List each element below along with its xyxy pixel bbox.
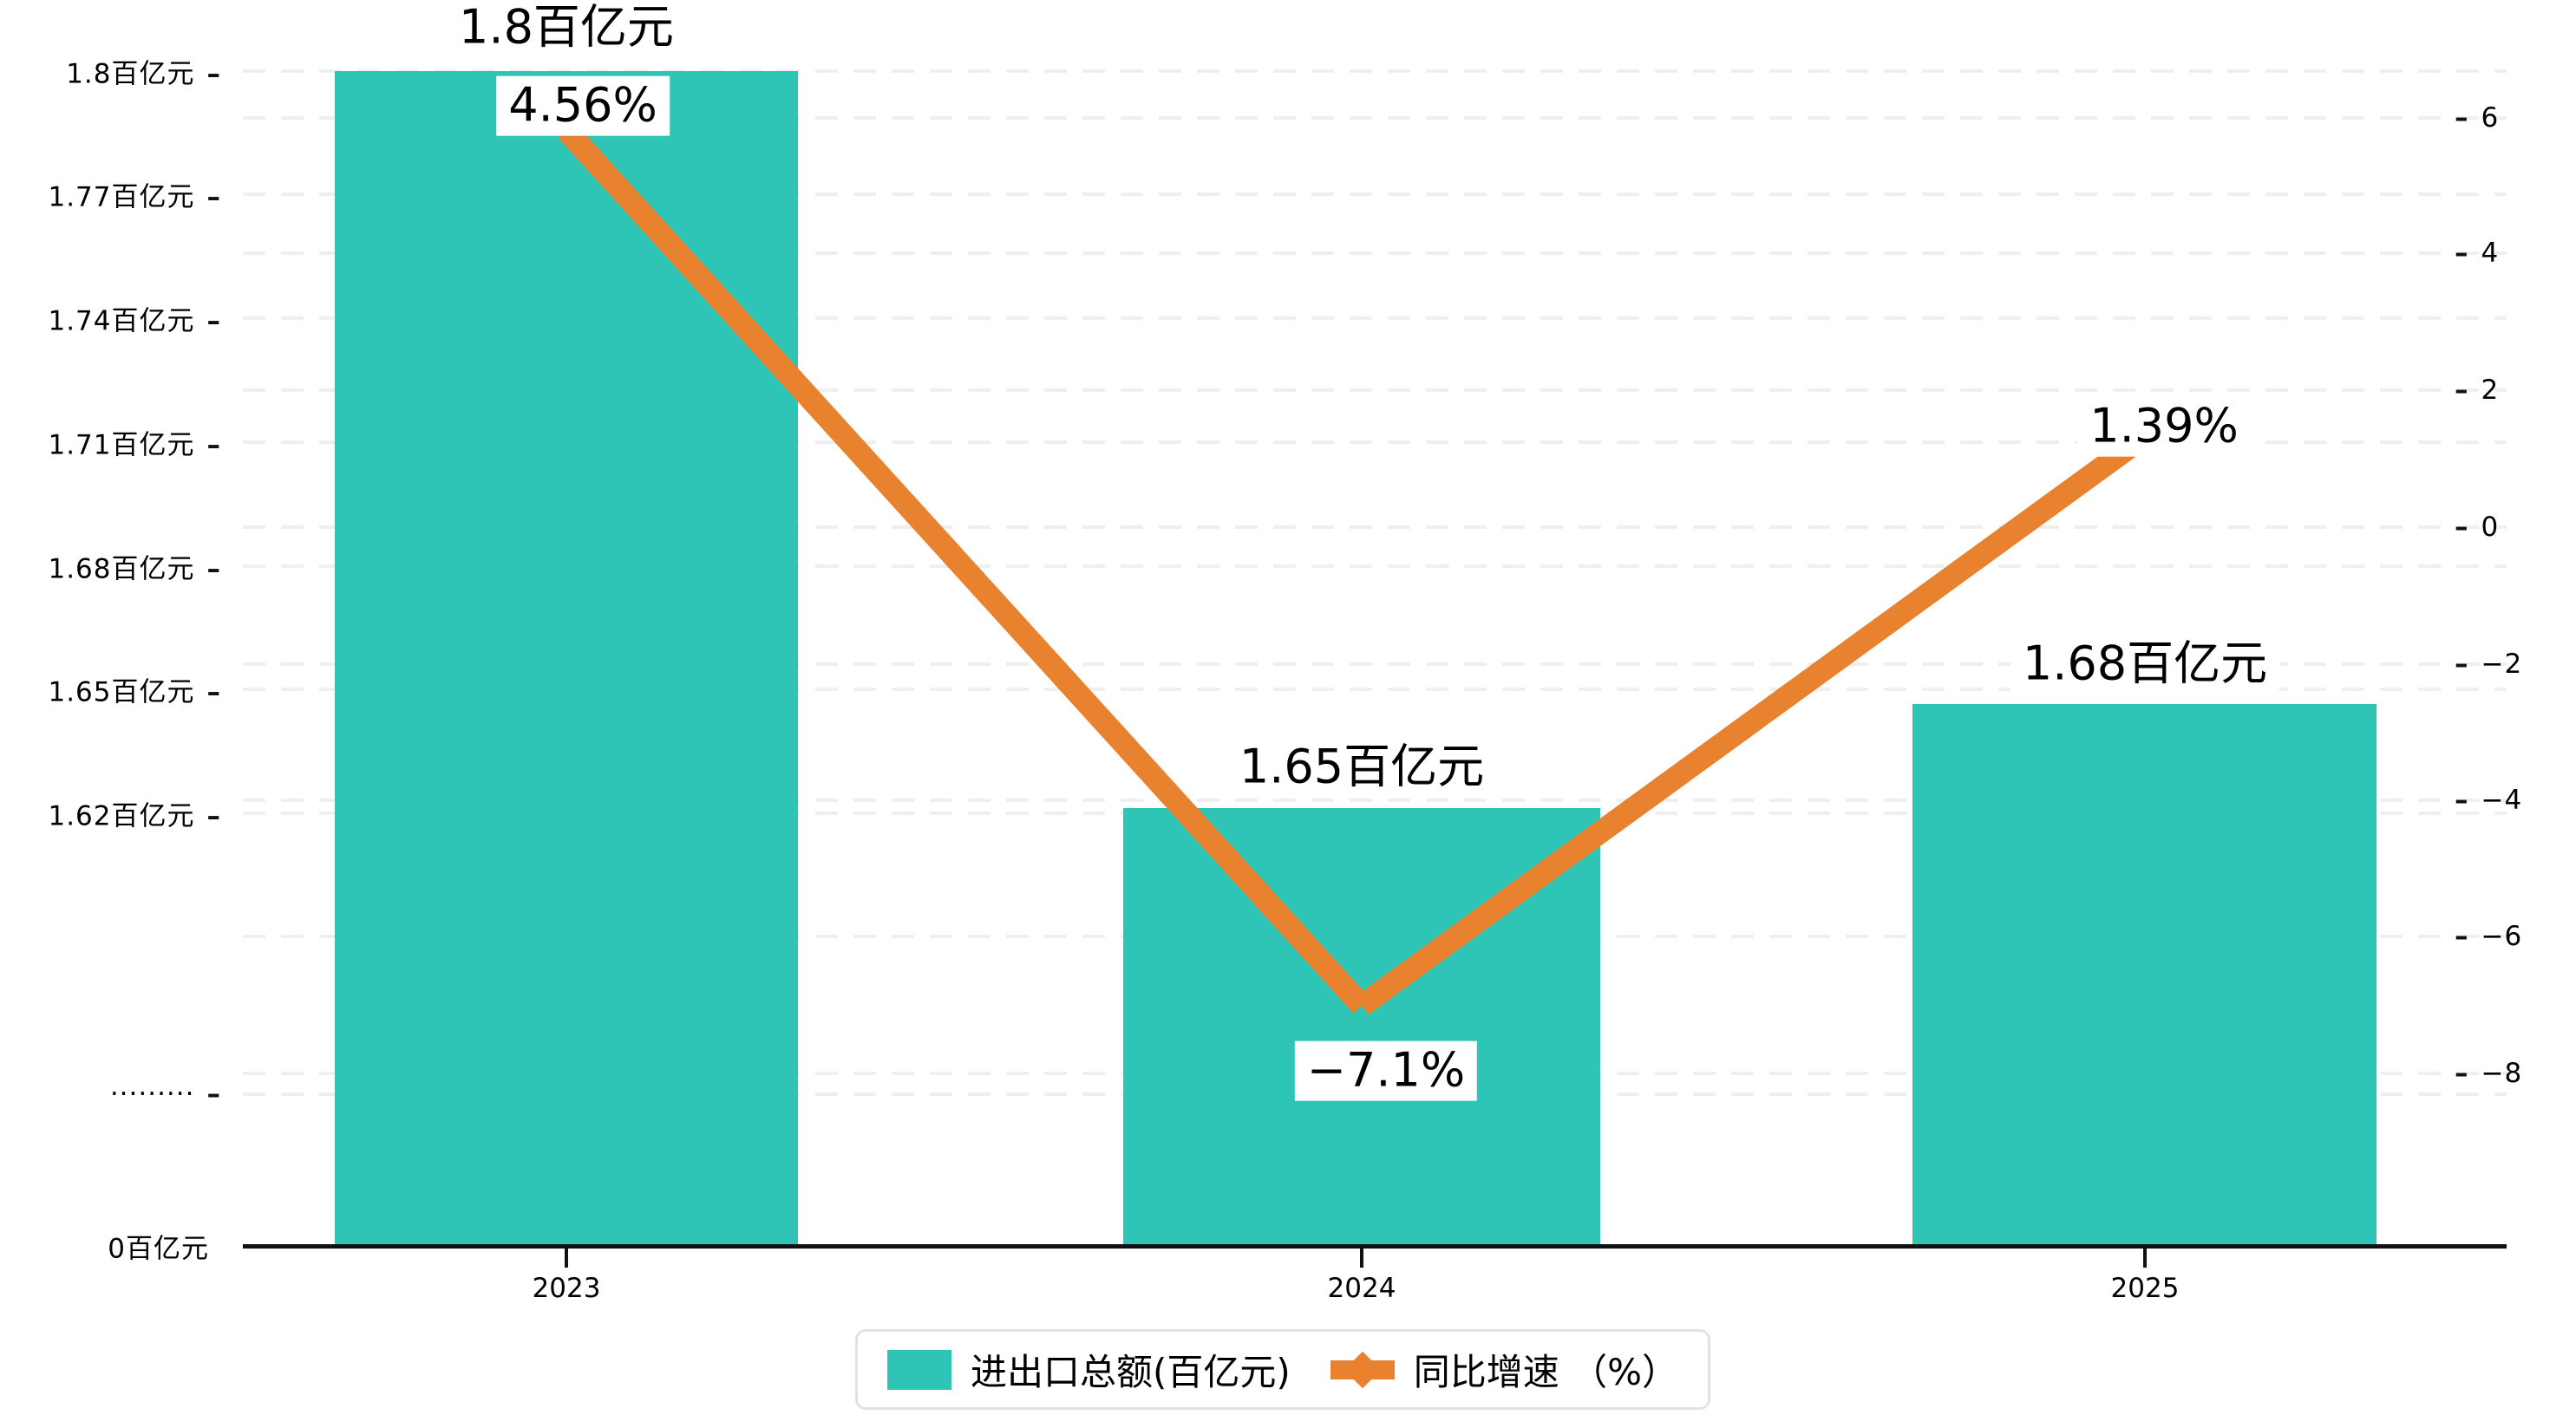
y-axis-right-tick-label: 6	[2481, 102, 2500, 134]
bar-2025[interactable]	[1912, 704, 2377, 1246]
chart-legend: 进出口总额(百亿元) 同比增速 （%）	[855, 1329, 1711, 1410]
legend-bar-swatch-icon	[887, 1349, 951, 1390]
gridline	[243, 69, 2507, 73]
y-axis-right-tick-1: –4	[2455, 238, 2499, 269]
y-axis-right-tick-6: – −6	[2455, 921, 2522, 952]
y-axis-left-tick-1: 1.77百亿元 –	[48, 175, 221, 214]
y-axis-right-tick-2: –2	[2455, 375, 2499, 406]
line-value-label-2025: 1.39%	[2077, 396, 2251, 457]
y-axis-left-tick-5: 1.65百亿元 –	[48, 670, 221, 709]
x-axis-line	[243, 1244, 2507, 1249]
y-axis-right-tick-label: 4	[2481, 238, 2500, 269]
y-axis-left-tick-mark: –	[206, 305, 221, 337]
gridline	[243, 525, 2507, 529]
gridline	[243, 662, 2507, 666]
y-axis-left-tick-mark: –	[206, 1079, 221, 1110]
bar-value-label-2023: 1.8百亿元	[447, 0, 686, 58]
y-axis-left-tick-mark: –	[206, 181, 221, 213]
y-axis-left-tick-2: 1.74百亿元 –	[48, 299, 221, 338]
gridline	[243, 192, 2507, 196]
line-value-label-2024: −7.1%	[1294, 1040, 1478, 1101]
legend-item-0[interactable]: 进出口总额(百亿元)	[887, 1343, 1291, 1396]
y-axis-right-tick-0: –6	[2455, 102, 2499, 134]
legend-line-marker-icon	[1330, 1350, 1395, 1390]
y-axis-left-tick-label: 0百亿元	[108, 1233, 209, 1265]
y-axis-left-tick-label: 1.77百亿元	[48, 181, 195, 213]
y-axis-left-tick-label: 1.68百亿元	[48, 553, 195, 585]
y-axis-right-tick-mark: –	[2455, 102, 2469, 134]
y-axis-left-tick-mark: –	[206, 429, 221, 461]
y-axis-left-tick-label: 1.74百亿元	[48, 305, 195, 337]
y-axis-left-tick-label: 1.65百亿元	[48, 676, 195, 708]
y-axis-left-tick-8: 0百亿元	[108, 1227, 221, 1266]
gridline	[243, 688, 2507, 691]
legend-label: 进出口总额(百亿元)	[971, 1351, 1291, 1393]
y-axis-left-tick-label: 1.8百亿元	[66, 58, 195, 90]
gridline	[243, 251, 2507, 255]
y-axis-right-tick-label: −2	[2481, 649, 2523, 680]
y-axis-right-tick-mark: –	[2455, 921, 2469, 952]
y-axis-left-tick-mark: –	[206, 58, 221, 90]
bar-2023[interactable]	[335, 71, 798, 1246]
gridline	[243, 316, 2507, 320]
y-axis-left-tick-label: ·········	[109, 1079, 195, 1110]
line-value-label-2023: 4.56%	[496, 75, 670, 136]
y-axis-left-tick-6: 1.62百亿元 –	[48, 794, 221, 833]
gridline	[243, 799, 2507, 802]
bar-value-label-2025: 1.68百亿元	[2010, 634, 2280, 694]
y-axis-right-tick-7: – −8	[2455, 1058, 2522, 1089]
y-axis-right-tick-5: – −4	[2455, 785, 2522, 816]
gridline	[243, 440, 2507, 444]
y-axis-left-tick-7: ········· –	[110, 1079, 221, 1110]
y-axis-left-tick-4: 1.68百亿元 –	[48, 547, 221, 586]
y-axis-left-tick-0: 1.8百亿元 –	[66, 52, 221, 91]
y-axis-left-tick-label: 1.71百亿元	[48, 429, 195, 461]
y-axis-right-tick-3: –0	[2455, 512, 2499, 543]
y-axis-right-tick-label: 0	[2481, 512, 2500, 543]
y-axis-right-tick-label: −6	[2481, 921, 2523, 952]
legend-label: 同比增速 （%）	[1413, 1351, 1679, 1393]
y-axis-left-tick-mark: –	[206, 676, 221, 708]
gridline	[243, 564, 2507, 568]
legend-item-1[interactable]: 同比增速 （%）	[1330, 1343, 1678, 1396]
y-axis-right-tick-mark: –	[2455, 1058, 2469, 1089]
gridline	[243, 116, 2507, 120]
y-axis-left-tick-label: 1.62百亿元	[48, 800, 195, 832]
x-axis-tick-mark-2023	[565, 1249, 568, 1268]
gridline	[243, 388, 2507, 392]
y-axis-left-tick-3: 1.71百亿元 –	[48, 423, 221, 462]
x-axis-tick-label-2023: 2023	[532, 1273, 601, 1304]
y-axis-right-tick-label: 2	[2481, 375, 2500, 406]
y-axis-right-tick-mark: –	[2455, 375, 2469, 406]
y-axis-right-tick-mark: –	[2455, 649, 2469, 680]
y-axis-right-tick-mark: –	[2455, 512, 2469, 543]
y-axis-right-tick-4: – −2	[2455, 649, 2522, 680]
bar-value-label-2024: 1.65百亿元	[1226, 737, 1497, 798]
x-axis-tick-mark-2024	[1360, 1249, 1363, 1268]
x-axis-tick-mark-2025	[2143, 1249, 2147, 1268]
y-axis-right-tick-label: −8	[2481, 1058, 2523, 1089]
y-axis-left-tick-mark: –	[206, 553, 221, 585]
y-axis-right-tick-label: −4	[2481, 785, 2523, 816]
y-axis-left-tick-mark: –	[206, 800, 221, 832]
x-axis-tick-label-2025: 2025	[2110, 1273, 2180, 1304]
y-axis-right-tick-mark: –	[2455, 785, 2469, 816]
x-axis-tick-label-2024: 2024	[1327, 1273, 1396, 1304]
y-axis-right-tick-mark: –	[2455, 238, 2469, 269]
